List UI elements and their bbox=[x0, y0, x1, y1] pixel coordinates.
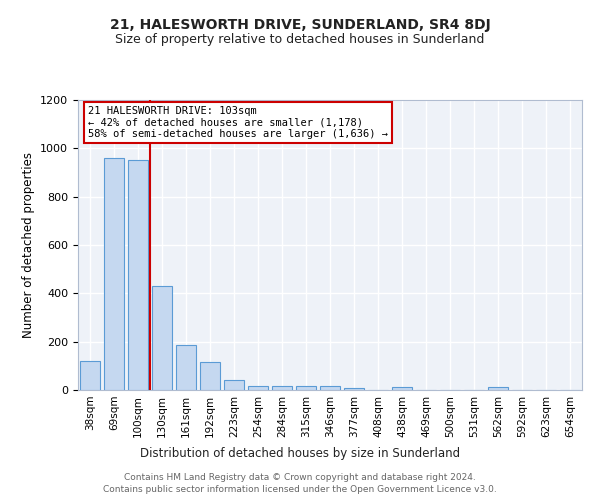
Y-axis label: Number of detached properties: Number of detached properties bbox=[22, 152, 35, 338]
Text: 21 HALESWORTH DRIVE: 103sqm
← 42% of detached houses are smaller (1,178)
58% of : 21 HALESWORTH DRIVE: 103sqm ← 42% of det… bbox=[88, 106, 388, 139]
Bar bbox=[296, 386, 316, 390]
Bar bbox=[392, 387, 412, 390]
Text: Distribution of detached houses by size in Sunderland: Distribution of detached houses by size … bbox=[140, 448, 460, 460]
Text: Contains public sector information licensed under the Open Government Licence v3: Contains public sector information licen… bbox=[103, 485, 497, 494]
Text: 21, HALESWORTH DRIVE, SUNDERLAND, SR4 8DJ: 21, HALESWORTH DRIVE, SUNDERLAND, SR4 8D… bbox=[110, 18, 490, 32]
Bar bbox=[200, 362, 220, 390]
Bar bbox=[488, 387, 508, 390]
Text: Contains HM Land Registry data © Crown copyright and database right 2024.: Contains HM Land Registry data © Crown c… bbox=[124, 472, 476, 482]
Bar bbox=[176, 346, 196, 390]
Text: Size of property relative to detached houses in Sunderland: Size of property relative to detached ho… bbox=[115, 32, 485, 46]
Bar bbox=[128, 160, 148, 390]
Bar bbox=[104, 158, 124, 390]
Bar bbox=[320, 386, 340, 390]
Bar bbox=[152, 286, 172, 390]
Bar bbox=[80, 361, 100, 390]
Bar bbox=[248, 386, 268, 390]
Bar bbox=[272, 386, 292, 390]
Bar bbox=[344, 388, 364, 390]
Bar bbox=[224, 380, 244, 390]
